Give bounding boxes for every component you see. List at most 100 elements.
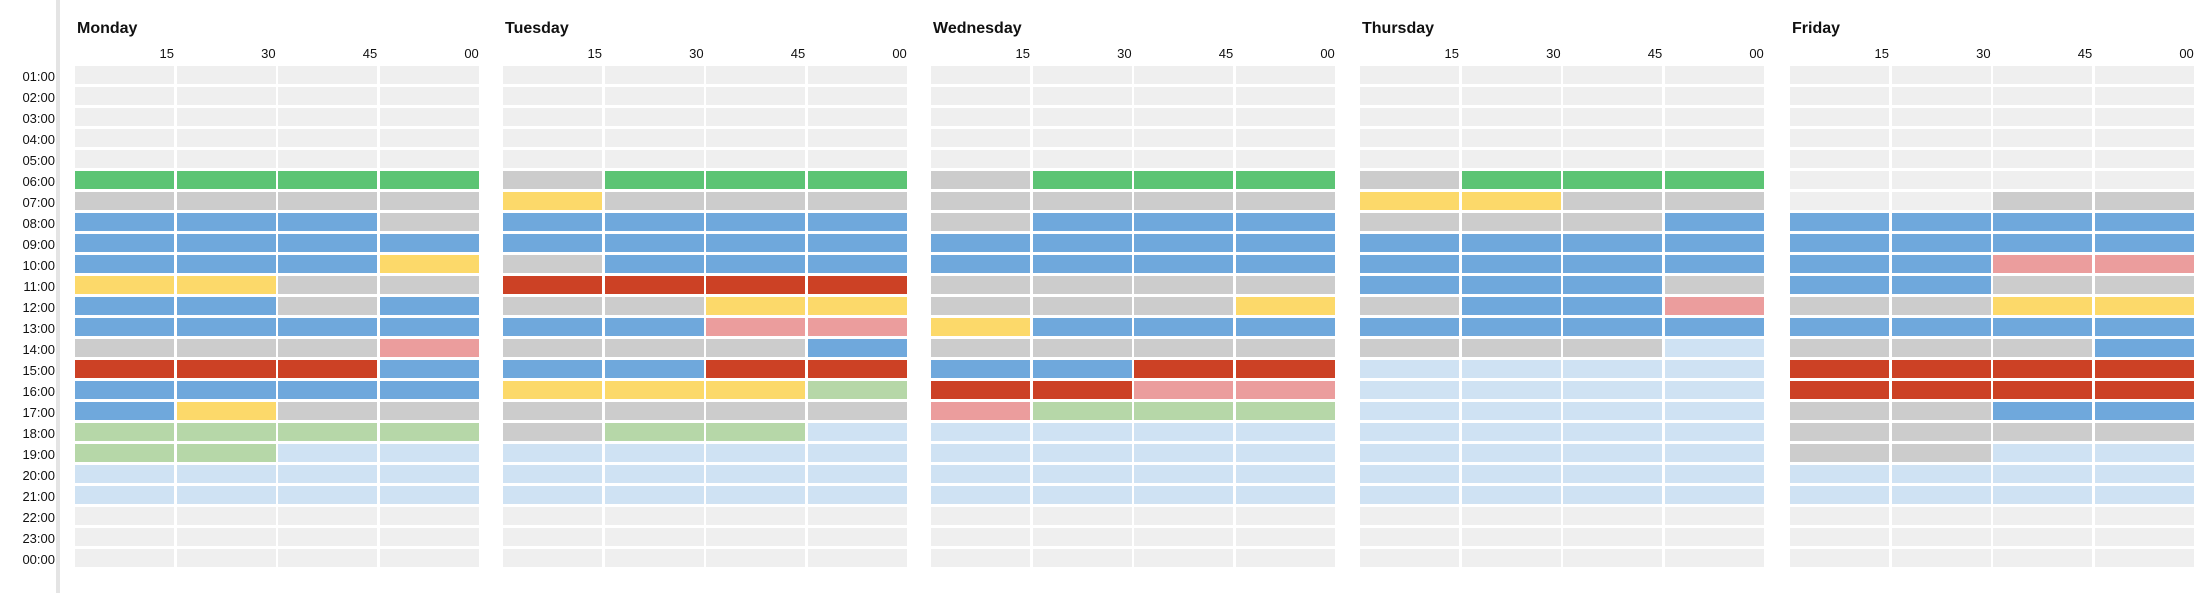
time-slot[interactable]	[1790, 87, 1889, 105]
time-slot[interactable]	[379, 108, 479, 126]
time-slot[interactable]	[1461, 549, 1561, 567]
time-slot[interactable]	[1891, 255, 1991, 273]
time-slot[interactable]	[1563, 234, 1663, 252]
time-slot[interactable]	[176, 465, 276, 483]
time-slot[interactable]	[2094, 234, 2194, 252]
time-slot[interactable]	[931, 255, 1030, 273]
time-slot[interactable]	[1891, 486, 1991, 504]
time-slot[interactable]	[931, 360, 1030, 378]
time-slot[interactable]	[1134, 192, 1234, 210]
time-slot[interactable]	[278, 297, 378, 315]
time-slot[interactable]	[503, 66, 602, 84]
time-slot[interactable]	[1032, 297, 1132, 315]
time-slot[interactable]	[75, 276, 174, 294]
time-slot[interactable]	[176, 108, 276, 126]
time-slot[interactable]	[1360, 150, 1459, 168]
time-slot[interactable]	[1134, 465, 1234, 483]
time-slot[interactable]	[931, 318, 1030, 336]
time-slot[interactable]	[278, 171, 378, 189]
time-slot[interactable]	[1032, 66, 1132, 84]
time-slot[interactable]	[1461, 150, 1561, 168]
time-slot[interactable]	[503, 234, 602, 252]
time-slot[interactable]	[706, 213, 806, 231]
time-slot[interactable]	[1993, 108, 2093, 126]
time-slot[interactable]	[2094, 255, 2194, 273]
time-slot[interactable]	[1993, 213, 2093, 231]
time-slot[interactable]	[931, 234, 1030, 252]
time-slot[interactable]	[1790, 234, 1889, 252]
time-slot[interactable]	[1993, 192, 2093, 210]
time-slot[interactable]	[1790, 381, 1889, 399]
time-slot[interactable]	[1134, 255, 1234, 273]
time-slot[interactable]	[1134, 297, 1234, 315]
time-slot[interactable]	[1664, 150, 1764, 168]
time-slot[interactable]	[1235, 507, 1335, 525]
time-slot[interactable]	[1360, 486, 1459, 504]
time-slot[interactable]	[1993, 339, 2093, 357]
time-slot[interactable]	[1664, 255, 1764, 273]
time-slot[interactable]	[1235, 423, 1335, 441]
time-slot[interactable]	[604, 549, 704, 567]
time-slot[interactable]	[1790, 360, 1889, 378]
time-slot[interactable]	[1360, 108, 1459, 126]
time-slot[interactable]	[176, 87, 276, 105]
time-slot[interactable]	[1563, 339, 1663, 357]
time-slot[interactable]	[706, 318, 806, 336]
time-slot[interactable]	[604, 150, 704, 168]
time-slot[interactable]	[1461, 339, 1561, 357]
time-slot[interactable]	[1790, 549, 1889, 567]
time-slot[interactable]	[176, 360, 276, 378]
time-slot[interactable]	[1993, 171, 2093, 189]
time-slot[interactable]	[1891, 360, 1991, 378]
time-slot[interactable]	[1790, 486, 1889, 504]
time-slot[interactable]	[1235, 444, 1335, 462]
time-slot[interactable]	[503, 444, 602, 462]
time-slot[interactable]	[1360, 444, 1459, 462]
time-slot[interactable]	[1790, 276, 1889, 294]
time-slot[interactable]	[2094, 339, 2194, 357]
time-slot[interactable]	[2094, 360, 2194, 378]
time-slot[interactable]	[931, 213, 1030, 231]
time-slot[interactable]	[1461, 528, 1561, 546]
time-slot[interactable]	[2094, 150, 2194, 168]
time-slot[interactable]	[1664, 171, 1764, 189]
time-slot[interactable]	[1563, 444, 1663, 462]
time-slot[interactable]	[1790, 192, 1889, 210]
time-slot[interactable]	[807, 507, 907, 525]
time-slot[interactable]	[931, 192, 1030, 210]
time-slot[interactable]	[1235, 234, 1335, 252]
time-slot[interactable]	[1235, 360, 1335, 378]
time-slot[interactable]	[1461, 213, 1561, 231]
time-slot[interactable]	[706, 192, 806, 210]
time-slot[interactable]	[1993, 276, 2093, 294]
time-slot[interactable]	[1993, 381, 2093, 399]
time-slot[interactable]	[2094, 87, 2194, 105]
time-slot[interactable]	[503, 360, 602, 378]
time-slot[interactable]	[1563, 171, 1663, 189]
time-slot[interactable]	[1891, 276, 1991, 294]
time-slot[interactable]	[1993, 423, 2093, 441]
time-slot[interactable]	[706, 381, 806, 399]
time-slot[interactable]	[176, 318, 276, 336]
time-slot[interactable]	[278, 87, 378, 105]
time-slot[interactable]	[1891, 339, 1991, 357]
time-slot[interactable]	[706, 402, 806, 420]
time-slot[interactable]	[1461, 87, 1561, 105]
time-slot[interactable]	[1134, 528, 1234, 546]
time-slot[interactable]	[931, 339, 1030, 357]
time-slot[interactable]	[1235, 129, 1335, 147]
time-slot[interactable]	[1563, 318, 1663, 336]
time-slot[interactable]	[1664, 297, 1764, 315]
time-slot[interactable]	[1563, 150, 1663, 168]
time-slot[interactable]	[604, 171, 704, 189]
time-slot[interactable]	[1134, 318, 1234, 336]
time-slot[interactable]	[1563, 192, 1663, 210]
time-slot[interactable]	[931, 549, 1030, 567]
time-slot[interactable]	[1032, 444, 1132, 462]
time-slot[interactable]	[706, 297, 806, 315]
time-slot[interactable]	[931, 423, 1030, 441]
time-slot[interactable]	[604, 339, 704, 357]
time-slot[interactable]	[1360, 507, 1459, 525]
time-slot[interactable]	[604, 276, 704, 294]
time-slot[interactable]	[1032, 276, 1132, 294]
